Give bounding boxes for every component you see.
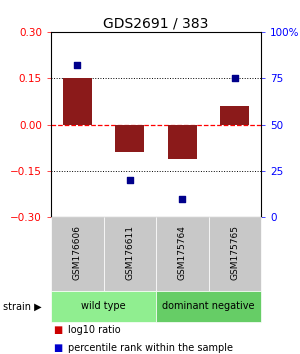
- Bar: [208, 217, 261, 291]
- Text: strain ▶: strain ▶: [3, 301, 42, 312]
- Title: GDS2691 / 383: GDS2691 / 383: [103, 17, 209, 31]
- Point: [232, 75, 237, 81]
- Bar: [168, 125, 197, 159]
- Text: dominant negative: dominant negative: [162, 301, 255, 312]
- Text: GSM175765: GSM175765: [230, 225, 239, 280]
- Point: [128, 177, 132, 183]
- Bar: [63, 78, 92, 125]
- Text: wild type: wild type: [81, 301, 126, 312]
- Text: log10 ratio: log10 ratio: [68, 325, 120, 335]
- Bar: [220, 106, 249, 125]
- Text: GSM176611: GSM176611: [125, 225, 134, 280]
- Point: [180, 196, 185, 202]
- Text: ■: ■: [53, 343, 62, 353]
- Text: GSM175764: GSM175764: [178, 225, 187, 280]
- Text: GSM176606: GSM176606: [73, 225, 82, 280]
- Text: percentile rank within the sample: percentile rank within the sample: [68, 343, 233, 353]
- Bar: [51, 217, 104, 291]
- Text: ■: ■: [53, 325, 62, 335]
- Bar: [156, 217, 208, 291]
- Bar: [51, 291, 156, 322]
- Bar: [103, 217, 156, 291]
- Bar: [115, 125, 144, 153]
- Bar: [156, 291, 261, 322]
- Point: [75, 62, 80, 68]
